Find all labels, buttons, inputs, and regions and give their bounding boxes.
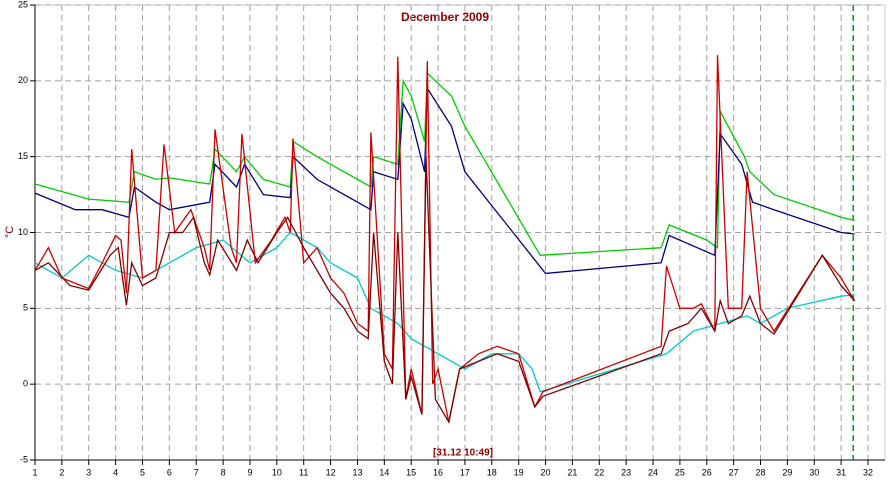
x-tick-label: 20 [541,467,551,477]
x-tick-label: 15 [406,467,416,477]
x-tick-label: 23 [621,467,631,477]
x-tick-label: 29 [782,467,792,477]
y-tick-label: 10 [18,227,28,237]
x-tick-label: 6 [167,467,172,477]
x-tick-label: 2 [59,467,64,477]
x-tick-label: 10 [272,467,282,477]
x-tick-label: 17 [460,467,470,477]
x-tick-label: 31 [836,467,846,477]
x-tick-label: 13 [352,467,362,477]
x-tick-label: 32 [863,467,873,477]
x-tick-label: 25 [675,467,685,477]
x-tick-label: 4 [113,467,118,477]
y-tick-label: 0 [23,379,28,389]
x-tick-label: 26 [702,467,712,477]
x-tick-label: 21 [567,467,577,477]
y-tick-label: 15 [18,151,28,161]
annotation: [31.12 10:49] [433,448,493,459]
y-tick-label: 5 [23,303,28,313]
x-tick-label: 22 [594,467,604,477]
x-tick-label: 24 [648,467,658,477]
series-line [34,71,855,256]
x-tick-label: 3 [86,467,91,477]
x-tick-label: 28 [756,467,766,477]
x-tick-label: 18 [487,467,497,477]
y-tick-label: 25 [18,0,28,9]
x-tick-label: 27 [729,467,739,477]
series-line [34,55,856,423]
x-tick-label: 7 [194,467,199,477]
chart-title: December 2009 [401,10,489,24]
x-tick-label: 11 [299,467,308,477]
series-line [34,231,855,393]
series-line [34,156,856,424]
y-axis-label: °C [4,226,16,238]
x-tick-label: 12 [326,467,336,477]
x-tick-label: 14 [379,467,389,477]
x-tick-label: 19 [514,467,524,477]
x-tick-label: 9 [247,467,252,477]
x-tick-label: 1 [32,467,37,477]
x-tick-label: 8 [221,467,226,477]
y-tick-label: -5 [20,454,28,464]
y-tick-label: 20 [18,75,28,85]
x-tick-label: 5 [140,467,145,477]
x-tick-label: 16 [433,467,443,477]
x-tick-label: 30 [809,467,819,477]
